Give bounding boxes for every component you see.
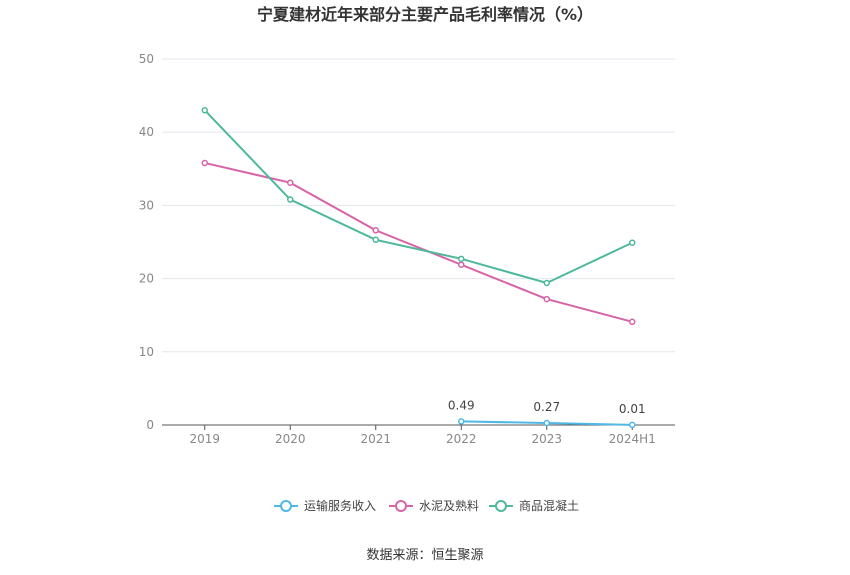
data-point: [543, 279, 550, 287]
y-tick-label: 20: [139, 272, 154, 286]
legend-label: 水泥及熟料: [419, 498, 479, 513]
data-point: [629, 421, 636, 429]
y-tick-label: 40: [139, 125, 154, 139]
x-tick-label: 2024H1: [609, 432, 656, 446]
data-point: [543, 419, 550, 427]
data-point: [458, 418, 465, 425]
data-point: [372, 227, 379, 234]
y-tick-label: 0: [146, 418, 154, 432]
legend-label: 商品混凝土: [519, 498, 579, 513]
legend-marker-circle: [495, 500, 507, 512]
y-axis: 0 10 20 30 40 50: [139, 52, 154, 432]
data-label: 0.49: [448, 398, 475, 412]
grid-lines: [162, 58, 675, 353]
data-point: [458, 255, 465, 263]
data-point: [201, 159, 208, 167]
data-point: [458, 261, 465, 268]
legend-item[interactable]: 商品混凝土: [489, 498, 579, 513]
y-tick-label: 30: [139, 198, 154, 212]
x-tick-label: 2020: [275, 432, 306, 446]
data-point: [629, 239, 636, 246]
chart-title: 宁夏建材近年来部分主要产品毛利率情况（%）: [257, 5, 593, 24]
y-tick-label: 10: [139, 345, 154, 359]
data-point: [287, 179, 294, 186]
legend-marker-circle: [280, 500, 292, 512]
data-label: 0.27: [533, 400, 560, 414]
y-tick-label: 50: [139, 52, 154, 66]
x-tick-label: 2019: [189, 432, 220, 446]
x-tick-label: 2023: [531, 432, 562, 446]
legend-item[interactable]: 运输服务收入: [274, 498, 376, 513]
legend-marker-circle: [395, 500, 407, 512]
x-tick-label: 2021: [360, 432, 391, 446]
source-note: 数据来源：恒生聚源: [366, 548, 483, 563]
x-tick-label: 2022: [446, 432, 477, 446]
x-axis: 2019 2020 2021 2022 2023 2024H1: [162, 424, 675, 446]
legend-item[interactable]: 水泥及熟料: [389, 498, 479, 513]
data-labels: 0.49 0.27 0.01: [448, 398, 646, 416]
series-line: [204, 161, 633, 323]
data-point: [543, 295, 550, 303]
legend: 运输服务收入 水泥及熟料 商品混凝土: [274, 498, 579, 513]
data-point: [629, 318, 636, 326]
data-point: [287, 196, 294, 203]
data-label: 0.01: [619, 402, 646, 416]
series-line: [204, 109, 633, 285]
legend-label: 运输服务收入: [304, 498, 376, 513]
data-point: [372, 236, 379, 244]
series-layer: [201, 106, 636, 429]
data-point: [201, 106, 208, 114]
